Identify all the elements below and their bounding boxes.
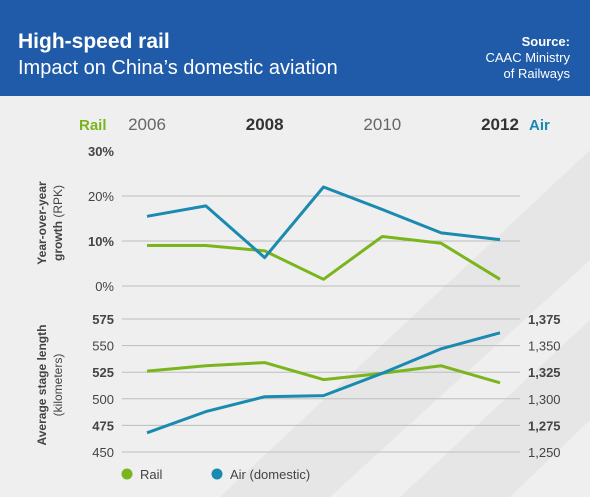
legend-label: Air (domestic)	[230, 467, 310, 482]
y-tick-label-left: 575	[92, 312, 114, 327]
series-line-left	[146, 361, 501, 385]
chart-area: 30% 20% 10% 0% Rail Air 2006 2008 2010 2012 Year-o…	[35, 115, 590, 497]
y-axis-label: Average stage length	[35, 325, 49, 446]
series-line-right	[146, 331, 501, 435]
stage-length-chart: 575 550 525 500 475 450 1,375 1,350 1,325 1,300 1,…	[35, 312, 561, 482]
air-tag: Air	[529, 117, 550, 134]
y-tick-label-right: 1,250	[528, 445, 561, 460]
x-tick-label: 2012	[481, 115, 519, 134]
legend-marker	[211, 468, 223, 480]
series-line-air	[146, 185, 501, 260]
y-axis-unit: (kilometers)	[51, 354, 65, 417]
y-tick-label-right: 1,350	[528, 339, 561, 354]
y-tick-label-left: 475	[92, 418, 114, 433]
y-tick-label-left: 450	[92, 445, 114, 460]
growth-chart: 30% 20% 10% 0% Rail Air 2006 2008 2010 2012 Year-o…	[35, 115, 550, 294]
series-line-rail	[147, 235, 501, 281]
y-tick-label-right: 1,300	[528, 392, 561, 407]
diagonal-stripes	[220, 150, 590, 497]
y-tick-label: 30%	[88, 144, 114, 159]
source-line: of Railways	[503, 66, 570, 81]
y-tick-label-right: 1,325	[528, 365, 561, 380]
y-tick-label-right: 1,275	[528, 418, 561, 433]
x-tick-label: 2010	[363, 115, 401, 134]
y-tick-label: 20%	[88, 189, 114, 204]
y-tick-label: 10%	[88, 234, 114, 249]
source-note: Source: CAAC Ministry of Railways	[485, 34, 570, 82]
x-tick-label: 2006	[128, 115, 166, 134]
y-tick-label-left: 525	[92, 365, 114, 380]
y-axis-label: Year-over-year	[35, 181, 49, 265]
source-label: Source:	[521, 34, 570, 49]
header-banner: High-speed rail Impact on China’s domest…	[0, 0, 590, 96]
y-tick-label-left: 550	[92, 339, 114, 354]
y-tick-label-left: 500	[92, 392, 114, 407]
y-axis-unit: (RPK)	[51, 185, 65, 218]
y-tick-label: 0%	[95, 279, 114, 294]
x-tick-label: 2008	[246, 115, 284, 134]
source-line: CAAC Ministry	[485, 50, 570, 65]
chart-title: High-speed rail	[18, 30, 170, 53]
legend-label: Rail	[140, 467, 163, 482]
rail-tag: Rail	[79, 117, 107, 134]
y-axis-label: growth (RPK)	[51, 185, 65, 261]
y-tick-label-right: 1,375	[528, 312, 561, 327]
legend-marker	[121, 468, 133, 480]
chart-subtitle: Impact on China’s domestic aviation	[18, 57, 338, 79]
